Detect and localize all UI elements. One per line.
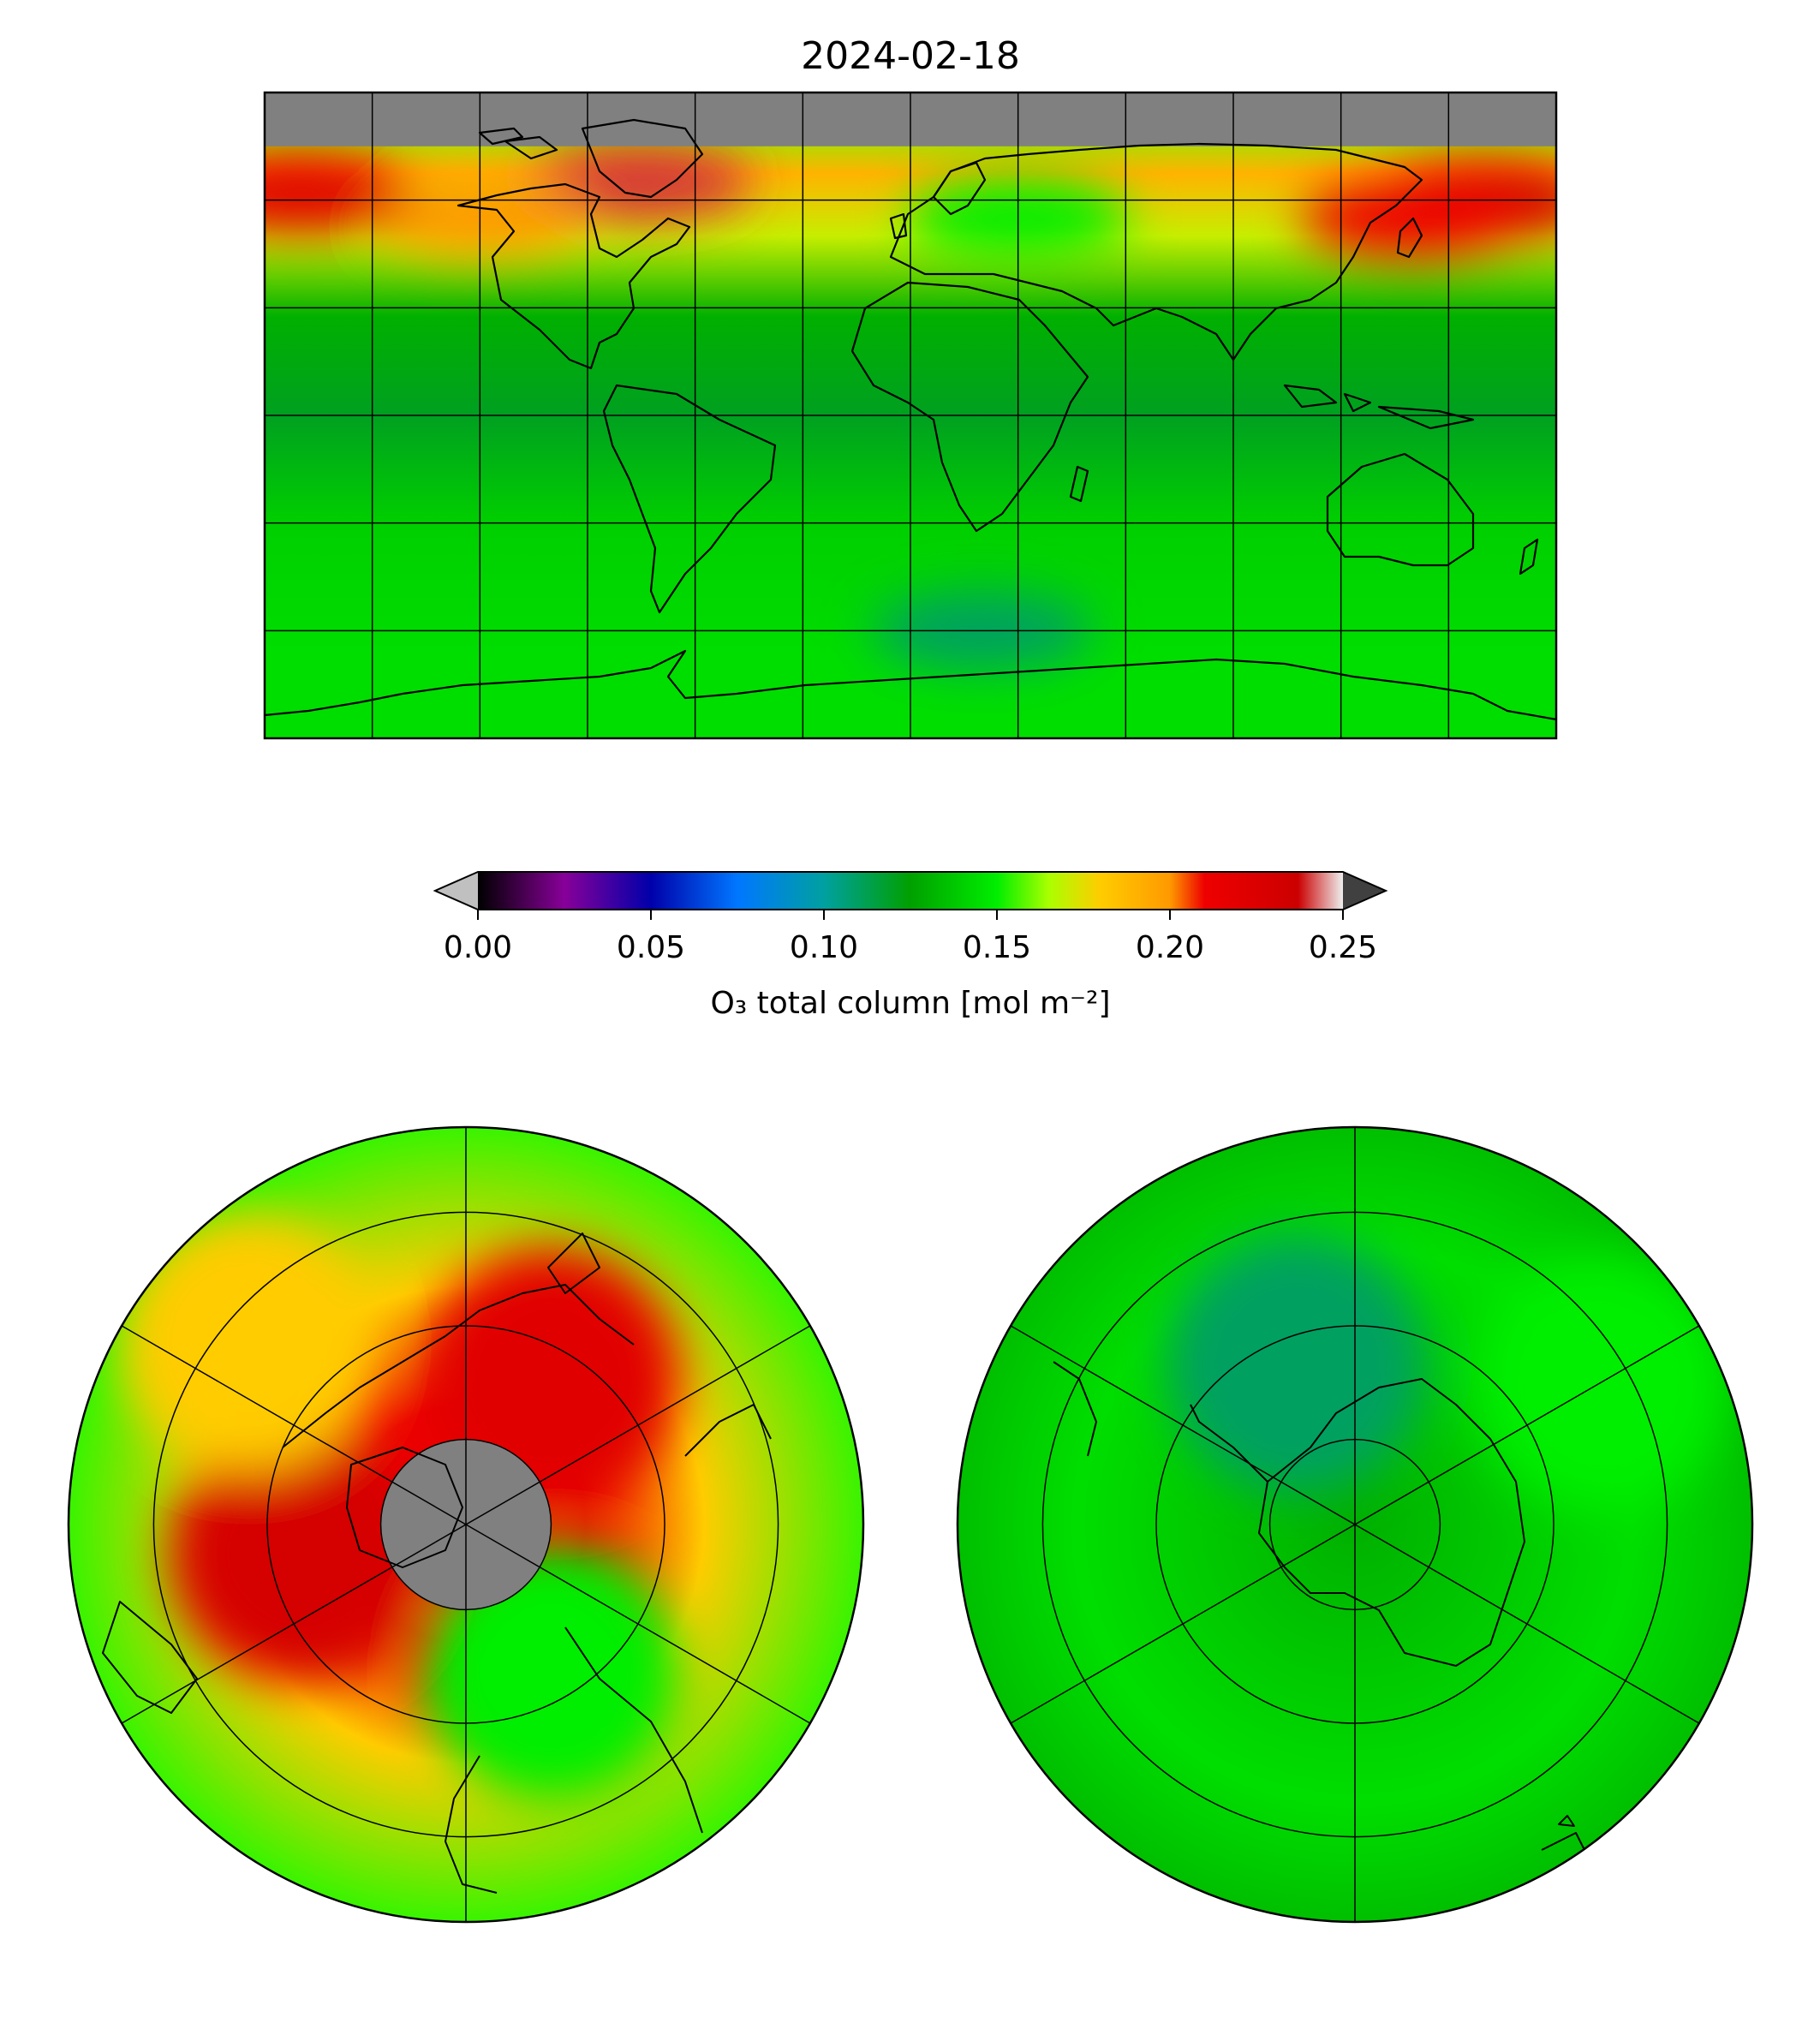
meridian-line	[1354, 1524, 1700, 1724]
colorbar-tick-label: 0.00	[444, 930, 512, 965]
ozone-anomaly	[422, 1543, 680, 1801]
meridian-line	[1010, 1524, 1356, 1724]
ozone-anomaly	[529, 143, 753, 221]
north-map-frame	[67, 1125, 865, 1924]
ozone-anomaly	[1167, 1236, 1425, 1494]
colorbar-tick-label: 0.10	[790, 930, 858, 965]
ozone-anomaly	[265, 154, 412, 232]
meridian-line	[121, 1325, 467, 1525]
coastlines	[102, 1232, 772, 1894]
colorbar-tick-label: 0.05	[617, 930, 685, 965]
meridian-line	[121, 1524, 467, 1724]
meridian-line	[1354, 1325, 1700, 1525]
ozone-anomaly	[170, 1425, 427, 1683]
global-map-frame	[263, 91, 1558, 740]
figure-title: 2024-02-18	[801, 34, 1020, 78]
meridian-line	[1010, 1325, 1356, 1525]
colorbar-label: O₃ total column [mol m⁻²]	[710, 986, 1110, 1021]
colorbar-over-arrow	[1343, 872, 1386, 910]
colorbar-tick-label: 0.15	[963, 930, 1031, 965]
colorbar: 0.00 0.05 0.10 0.15 0.20 0.25 O₃ total column…	[433, 871, 1388, 1021]
coastlines	[265, 118, 1556, 721]
colorbar-tick-label: 0.20	[1136, 930, 1204, 965]
meridian-line	[465, 1325, 811, 1525]
meridian-line	[465, 1524, 811, 1724]
ozone-anomaly	[422, 1248, 680, 1506]
south-map-frame	[956, 1125, 1754, 1924]
colorbar-ticks: 0.00 0.05 0.10 0.15 0.20 0.25	[444, 910, 1377, 965]
map-gridlines	[265, 92, 1556, 738]
ozone-anomaly	[120, 1213, 378, 1471]
map-gridlines	[121, 1127, 811, 1922]
colorbar-tick-label: 0.25	[1309, 930, 1377, 965]
global-ozone-map	[263, 91, 1558, 740]
north-polar-map	[67, 1125, 865, 1924]
map-gridlines	[1010, 1127, 1700, 1922]
south-polar-map	[956, 1125, 1754, 1924]
colorbar-gradient	[478, 872, 1343, 910]
